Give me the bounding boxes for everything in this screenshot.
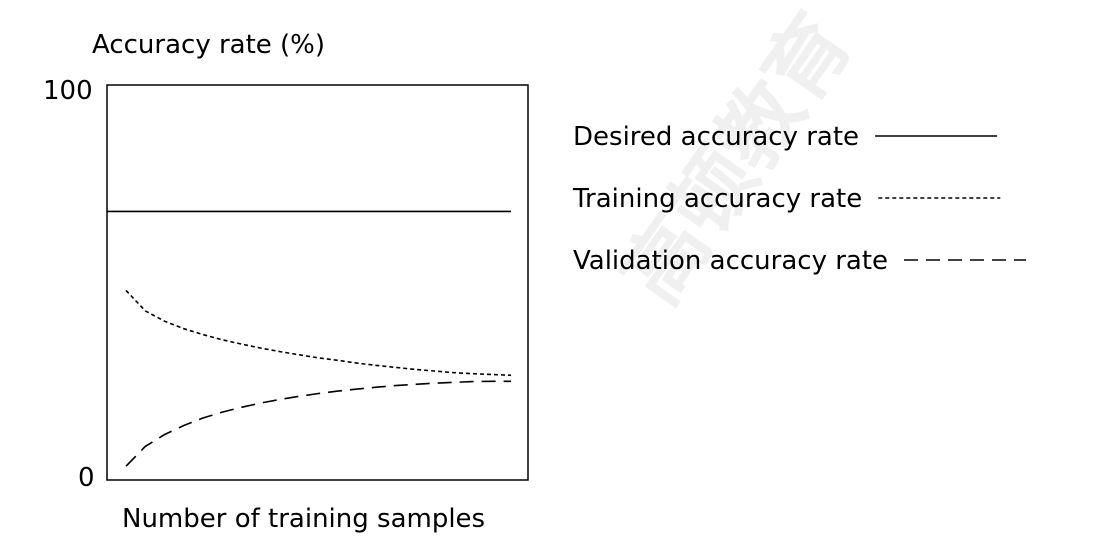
legend: Desired accuracy rate Training accuracy r… [572,122,1026,276]
series-line-2 [125,289,512,377]
legend-label-1: Desired accuracy rate [573,122,859,152]
y-axis-label: Accuracy rate (%) [92,30,325,60]
x-axis-label: Number of training samples [122,504,485,534]
legend-label-3: Validation accuracy rate [573,246,888,276]
plot-frame [106,84,529,481]
series-line-3 [125,380,511,467]
legend-label-2: Training accuracy rate [572,184,862,214]
series-layer [106,210,512,467]
y-tick-label-bottom: 0 [78,463,95,493]
y-tick-label-top: 100 [43,76,93,106]
